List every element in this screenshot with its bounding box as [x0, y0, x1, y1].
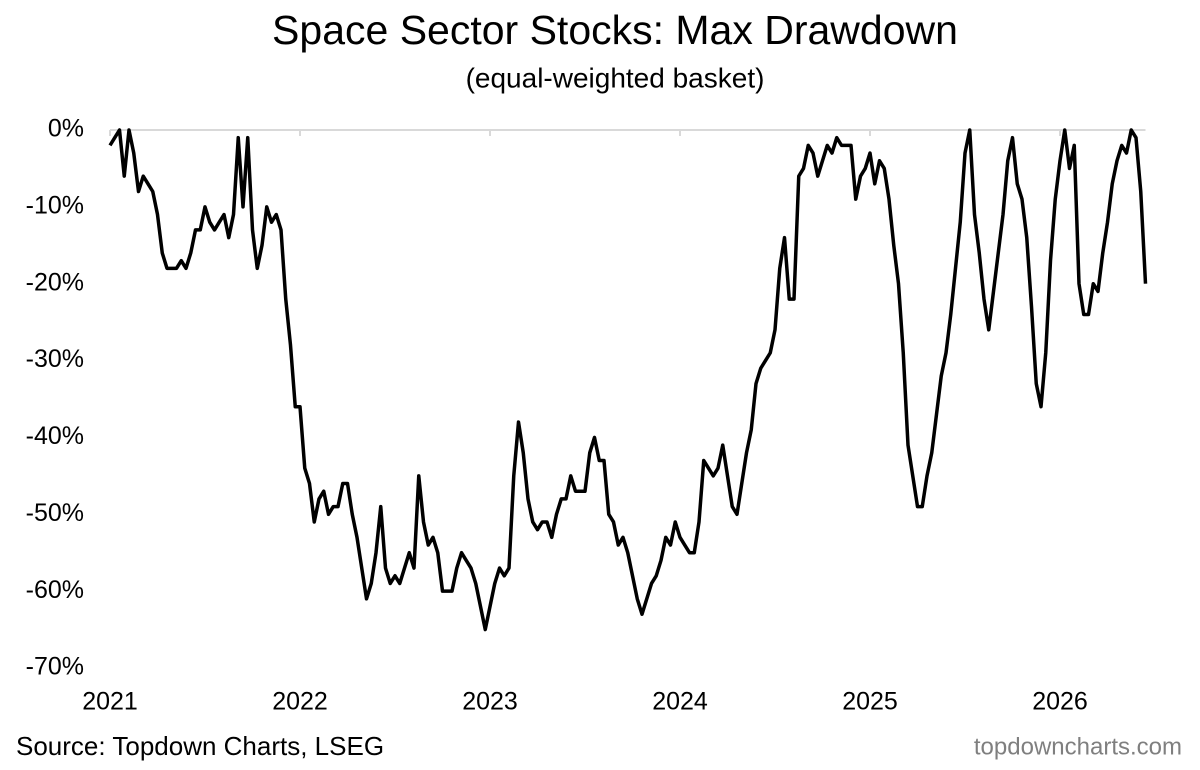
y-tick-label: -60% — [26, 576, 84, 604]
chart-subtitle: (equal-weighted basket) — [466, 62, 765, 93]
y-tick-label: -30% — [26, 345, 84, 373]
data-line — [108, 128, 1148, 632]
y-tick-label: -50% — [26, 499, 84, 527]
x-tick-label: 2024 — [652, 688, 708, 716]
y-tick-label: -70% — [26, 653, 84, 681]
y-tick-label: 0% — [48, 115, 84, 143]
x-tick-label: 2022 — [272, 688, 328, 716]
y-tick-label: -20% — [26, 268, 84, 296]
x-tick-label: 2021 — [82, 688, 138, 716]
watermark: topdowncharts.com — [974, 733, 1182, 760]
y-tick-label: -40% — [26, 422, 84, 450]
y-tick-label: -10% — [26, 191, 84, 219]
x-tick-label: 2026 — [1032, 688, 1088, 716]
x-tick-label: 2025 — [842, 688, 898, 716]
x-tick-label: 2023 — [462, 688, 518, 716]
chart-title: Space Sector Stocks: Max Drawdown — [272, 7, 958, 53]
source-note: Source: Topdown Charts, LSEG — [16, 731, 384, 761]
